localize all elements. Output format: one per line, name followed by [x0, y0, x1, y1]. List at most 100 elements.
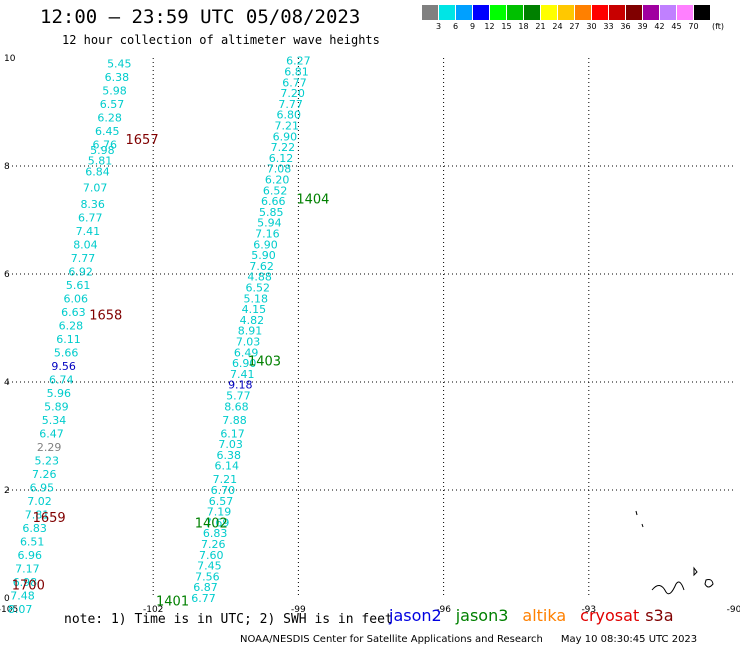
wave-height-point: 5.94 — [257, 217, 282, 230]
wave-height-point: 6.77 — [282, 76, 307, 89]
wave-height-point: 7.21 — [213, 473, 238, 486]
legend-swatch — [626, 5, 643, 20]
pass-time-label: 1657 — [126, 133, 159, 148]
wave-height-point: 5.90 — [251, 249, 276, 262]
legend-label: 21 — [535, 22, 546, 31]
legend-label: 24 — [552, 22, 563, 31]
wave-height-point: 9.18 — [228, 379, 253, 392]
pass-time-label: 1658 — [89, 309, 122, 324]
y-tick-label: 4 — [4, 378, 10, 388]
wave-height-point: 5.34 — [42, 414, 67, 427]
y-tick-label: 10 — [4, 54, 16, 64]
y-tick-label: 0 — [4, 594, 10, 604]
wave-height-point: 2.29 — [37, 441, 62, 454]
legend-swatch — [643, 5, 660, 20]
credit-timestamp: May 10 08:30:45 UTC 2023 — [560, 634, 698, 645]
y-tick-label: 6 — [4, 270, 10, 280]
wave-height-point: 5.96 — [47, 387, 72, 400]
wave-height-point: 8.91 — [238, 325, 263, 338]
wave-height-point: 6.70 — [211, 484, 236, 497]
wave-height-point: 5.61 — [66, 279, 91, 292]
coastline — [641, 523, 644, 528]
credit-text: NOAA/NESDIS Center for Satellite Applica… — [240, 634, 543, 645]
wave-height-point: 6.52 — [263, 184, 288, 197]
x-tick-label: -102 — [143, 605, 163, 615]
wave-height-point: 6.77 — [191, 592, 216, 605]
legend-label: 33 — [603, 22, 614, 31]
legend-label: 3 — [435, 22, 442, 31]
wave-height-point: 5.81 — [88, 155, 113, 168]
wave-height-point: 6.20 — [265, 174, 290, 187]
wave-height-point: 7.21 — [275, 120, 300, 133]
wave-height-point: 6.66 — [261, 195, 286, 208]
legend-label: 30 — [586, 22, 597, 31]
wave-height-point: 7.45 — [197, 560, 222, 573]
wave-height-point: 7.41 — [230, 368, 255, 381]
wave-height-point: 7.22 — [271, 141, 296, 154]
wave-height-point: 6.83 — [203, 527, 228, 540]
wave-height-point: 5.45 — [107, 57, 132, 70]
wave-height-point: 7.20 — [280, 87, 305, 100]
wave-height-point: 7.26 — [201, 538, 226, 551]
wave-height-point: 4.15 — [242, 303, 267, 316]
legend-label: 42 — [654, 22, 665, 31]
mission-jason2: jason2 — [389, 606, 442, 625]
pass-time-label: 1402 — [195, 516, 228, 531]
chart-subtitle: 12 hour collection of altimeter wave hei… — [62, 33, 380, 47]
legend-swatch — [422, 5, 439, 20]
legend-swatch — [541, 5, 558, 20]
wave-height-point: 6.98 — [13, 576, 38, 589]
wave-height-point: 6.57 — [209, 495, 234, 508]
wave-height-point: 5.98 — [90, 144, 115, 157]
wave-height-point: 8.04 — [73, 238, 98, 251]
units-note: note: 1) Time is in UTC; 2) SWH is in fe… — [64, 612, 393, 627]
credit-line: NOAA/NESDIS Center for Satellite Applica… — [240, 634, 697, 645]
wave-height-point: 6.27 — [286, 55, 311, 68]
wave-height-point: 6.06 — [64, 292, 89, 305]
legend-swatch — [507, 5, 524, 20]
coastline — [635, 510, 638, 516]
wave-height-point: 6.90 — [232, 357, 257, 370]
wave-height-point: 5.98 — [102, 84, 127, 97]
x-tick-label: -90 — [727, 605, 740, 615]
pass-time-label: 1401 — [156, 595, 189, 610]
wave-height-point: 6.76 — [93, 138, 118, 151]
wave-height-point: 6.84 — [85, 165, 110, 178]
y-tick-label: 8 — [4, 162, 10, 172]
wave-height-point: 7.02 — [27, 495, 52, 508]
wave-height-point: 5.18 — [244, 292, 269, 305]
wave-height-point: 6.95 — [30, 481, 55, 494]
wave-height-point: 6.52 — [245, 282, 270, 295]
coastline — [693, 566, 698, 577]
wave-height-point: 5.66 — [54, 346, 79, 359]
wave-height-point: 6.83 — [22, 522, 47, 535]
wave-height-point: 9.56 — [51, 360, 76, 373]
wave-height-point: 7.77 — [71, 252, 96, 265]
wave-height-point: 6.57 — [100, 98, 125, 111]
mission-altika: altika — [522, 606, 567, 625]
wave-height-point: 4.82 — [240, 314, 265, 327]
legend-swatch — [694, 5, 711, 20]
wave-height-point: 6.28 — [59, 319, 84, 332]
mission-jason3: jason3 — [455, 606, 509, 625]
legend-label: 15 — [501, 22, 512, 31]
wave-height-point: 6.63 — [61, 306, 86, 319]
wave-height-point: 7.08 — [267, 163, 292, 176]
wave-height-point: 6.38 — [105, 71, 130, 84]
coastline — [651, 581, 685, 595]
x-tick-label: -93 — [581, 605, 596, 615]
legend-label: 27 — [569, 22, 580, 31]
legend-swatch — [660, 5, 677, 20]
wave-height-point: 7.77 — [278, 98, 303, 111]
x-tick-label: -105 — [0, 605, 18, 615]
wave-height-point: 5.77 — [226, 390, 251, 403]
legend-unit: (ft) — [712, 22, 725, 31]
coastline — [704, 579, 714, 588]
wave-height-point: 7.16 — [255, 228, 280, 241]
wave-height-point: 5.23 — [34, 454, 59, 467]
wave-height-point: 6.51 — [20, 535, 45, 548]
wave-height-point: 6.28 — [97, 111, 122, 124]
wave-height-point: 5.89 — [44, 400, 69, 413]
wave-height-point: 6.80 — [276, 109, 301, 122]
wave-height-point: 7.69 — [205, 516, 230, 529]
